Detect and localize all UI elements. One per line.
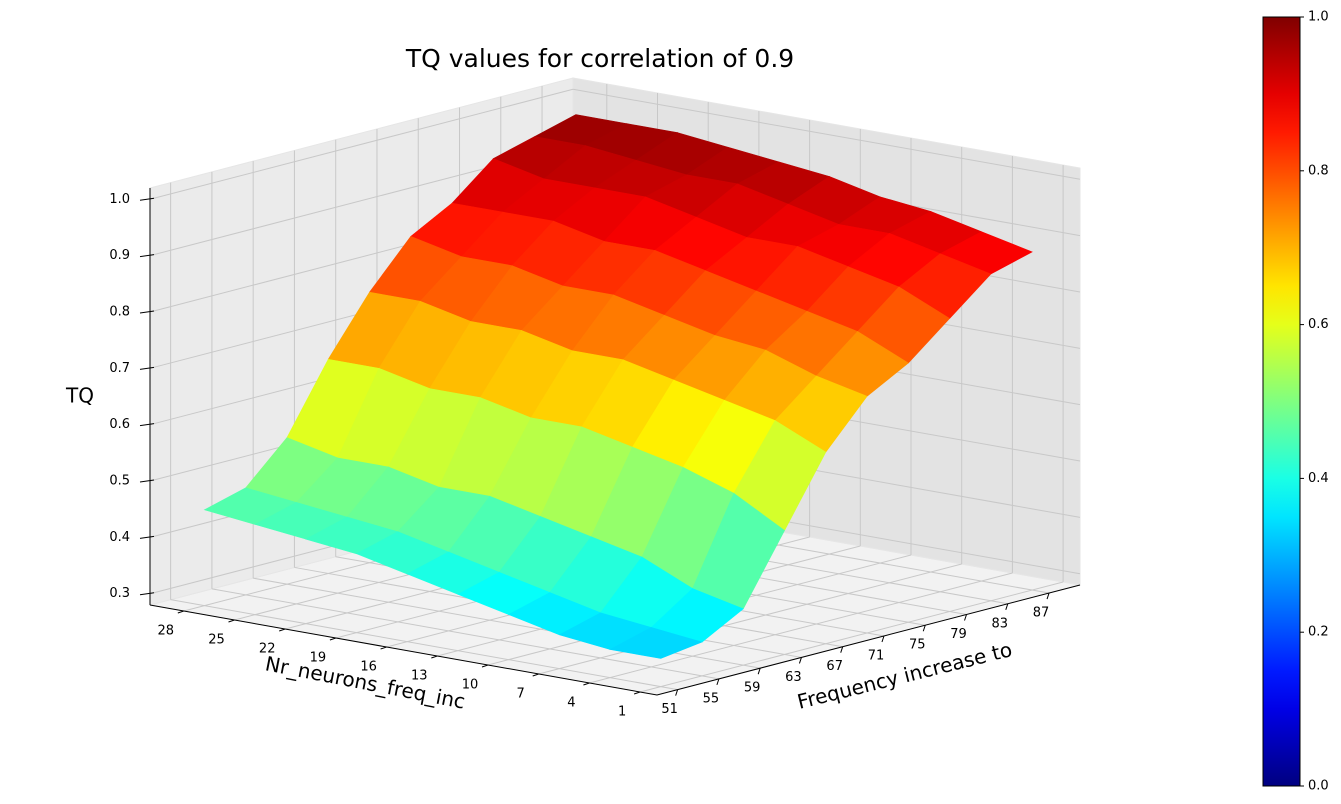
z-tick-label: 0.7 xyxy=(109,361,130,376)
grid-line xyxy=(538,563,962,675)
y-tick-label: 16 xyxy=(360,660,377,675)
y-tick xyxy=(228,619,235,623)
x-tick-label: 55 xyxy=(703,691,720,706)
z-tick xyxy=(139,197,155,201)
y-tick xyxy=(279,628,286,632)
z-tick-label: 0.3 xyxy=(109,586,130,601)
x-tick-label: 67 xyxy=(826,659,843,674)
colorbar-tick-label: 0.6 xyxy=(1308,317,1329,332)
z-axis-label: TQ xyxy=(65,384,94,408)
grid-line xyxy=(589,572,1013,684)
y-tick xyxy=(532,673,539,677)
chart-title: TQ values for correlation of 0.9 xyxy=(405,44,794,73)
z-tick-label: 0.4 xyxy=(109,530,130,545)
axis-line xyxy=(149,584,1081,696)
y-tick xyxy=(380,646,387,650)
z-tick-label: 0.9 xyxy=(109,248,130,263)
y-tick-label: 28 xyxy=(158,624,175,639)
x-tick-label: 71 xyxy=(868,648,885,663)
y-tick xyxy=(431,655,438,659)
y-tick-label: 10 xyxy=(462,678,479,693)
y-tick xyxy=(329,637,337,641)
x-tick xyxy=(881,635,885,643)
grid-line xyxy=(639,581,1064,693)
y-tick xyxy=(177,610,184,614)
x-tick-label: 75 xyxy=(909,638,926,653)
z-tick-label: 0.5 xyxy=(109,474,130,489)
y-tick-label: 1 xyxy=(618,705,626,720)
x-tick-label: 59 xyxy=(744,681,761,696)
colorbar xyxy=(1262,16,1301,787)
y-tick xyxy=(583,682,590,686)
z-tick xyxy=(139,479,155,483)
colorbar-tick-label: 1.0 xyxy=(1308,10,1329,25)
y-tick-label: 22 xyxy=(259,642,276,657)
colorbar-tick-label: 0.4 xyxy=(1308,471,1329,486)
y-tick xyxy=(633,691,641,695)
surface xyxy=(203,114,1033,659)
x-tick-label: 83 xyxy=(992,616,1009,631)
colorbar-tick-label: 0.8 xyxy=(1308,163,1329,178)
y-tick-label: 13 xyxy=(411,669,428,684)
x-tick-label: 63 xyxy=(785,670,802,685)
x-tick xyxy=(675,689,679,696)
x-tick xyxy=(840,646,844,653)
z-tick-label: 0.6 xyxy=(109,417,130,432)
x-tick xyxy=(964,614,967,621)
x-tick-label: 51 xyxy=(661,702,678,717)
y-tick-label: 19 xyxy=(310,651,327,666)
x-tick-label: 87 xyxy=(1033,606,1050,621)
x-tick-label: 79 xyxy=(950,627,967,642)
z-tick xyxy=(139,310,155,314)
colorbar-tick-label: 0.2 xyxy=(1308,625,1329,640)
x-tick xyxy=(798,657,802,664)
x-tick xyxy=(1046,592,1050,600)
surface-cell xyxy=(609,627,703,659)
z-tick xyxy=(139,535,155,539)
x-tick xyxy=(1005,603,1009,610)
y-tick-label: 4 xyxy=(567,696,575,711)
z-tick xyxy=(139,254,155,258)
grid-line xyxy=(149,88,574,200)
colorbar-tick-label: 0.0 xyxy=(1308,779,1329,794)
y-tick-label: 25 xyxy=(208,633,225,648)
z-tick-label: 1.0 xyxy=(109,192,130,207)
x-tick xyxy=(922,625,926,632)
z-tick xyxy=(139,366,155,370)
grid-line xyxy=(572,88,1081,180)
z-tick xyxy=(139,423,155,427)
x-tick xyxy=(716,678,720,686)
x-tick xyxy=(757,668,761,675)
z-tick xyxy=(139,592,155,596)
y-tick xyxy=(481,664,489,668)
z-tick-label: 0.8 xyxy=(109,304,130,319)
y-tick-label: 7 xyxy=(517,687,525,702)
